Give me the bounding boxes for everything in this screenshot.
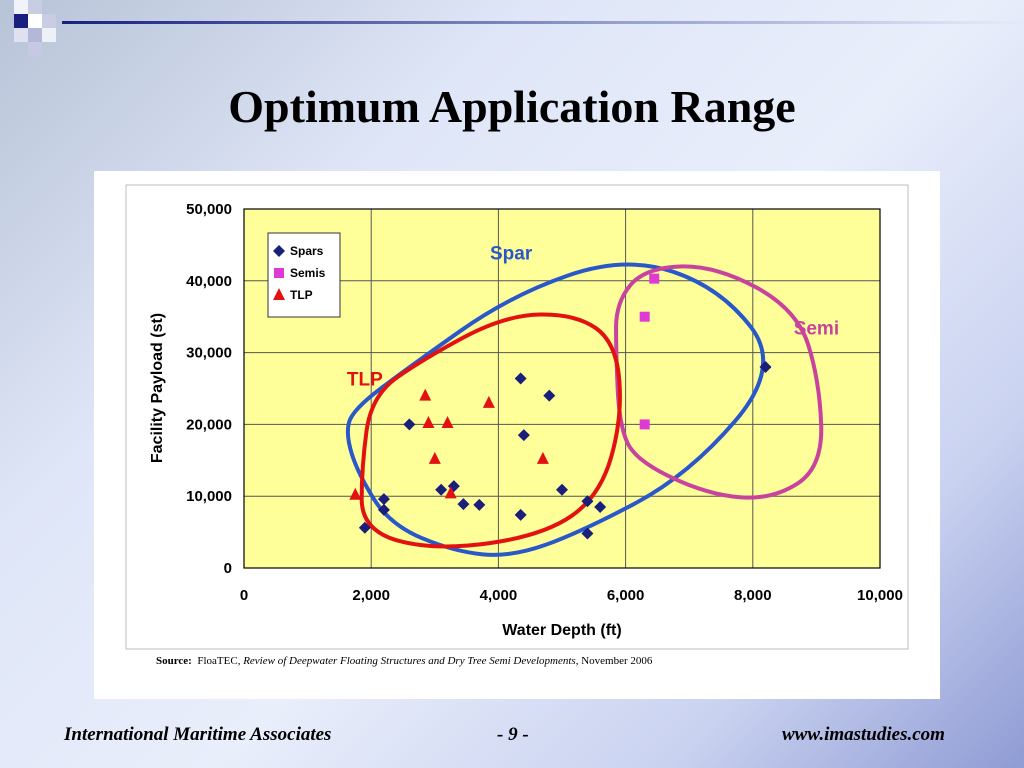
spars-point bbox=[594, 500, 607, 513]
y-tick-label: 30,000 bbox=[186, 345, 232, 362]
spars-point bbox=[514, 508, 527, 521]
decorative-squares bbox=[0, 0, 80, 70]
y-tick-labels: 0 10,000 20,000 30,000 40,000 50,000 bbox=[186, 201, 232, 577]
semis-point bbox=[649, 273, 660, 284]
legend-label: Spars bbox=[290, 244, 324, 258]
semis-point bbox=[639, 419, 650, 430]
spars-point bbox=[403, 418, 416, 431]
slide-title: Optimum Application Range bbox=[228, 81, 796, 132]
spars-point bbox=[581, 495, 594, 508]
header-rule bbox=[62, 21, 1024, 24]
x-tick-labels: 0 2,000 4,000 6,000 8,000 10,000 bbox=[240, 587, 903, 604]
spars-point bbox=[517, 429, 530, 442]
semis-point bbox=[639, 311, 650, 322]
region-label: TLP bbox=[347, 370, 383, 391]
source-label: Source: bbox=[156, 655, 192, 667]
y-tick-label: 0 bbox=[224, 560, 232, 577]
spars-point bbox=[473, 498, 486, 511]
region-outlines: Spar Semi TLP bbox=[345, 243, 839, 557]
tlp-point bbox=[422, 415, 435, 428]
y-tick-label: 40,000 bbox=[186, 273, 232, 290]
legend-marker-tlp bbox=[273, 288, 285, 300]
x-tick-label: 10,000 bbox=[857, 587, 903, 604]
y-axis-title: Facility Payload (st) bbox=[149, 313, 166, 463]
legend-marker-spars bbox=[273, 245, 285, 257]
data-points bbox=[349, 273, 772, 540]
spar-region-outline bbox=[345, 262, 766, 557]
x-axis-title: Water Depth (ft) bbox=[502, 622, 621, 639]
legend-label: TLP bbox=[290, 288, 313, 302]
footer-website: www.imastudies.com bbox=[782, 724, 945, 745]
spars-point bbox=[377, 503, 390, 516]
footer-page-number: - 9 - bbox=[497, 724, 529, 745]
tlp-point bbox=[482, 395, 495, 408]
y-tick-label: 50,000 bbox=[186, 201, 232, 218]
tlp-point bbox=[419, 388, 432, 401]
y-tick-label: 10,000 bbox=[186, 488, 232, 505]
tlp-point bbox=[444, 486, 457, 499]
spars-point bbox=[377, 493, 390, 506]
plot-area bbox=[244, 209, 880, 568]
source-publication: Review of Deepwater Floating Structures … bbox=[243, 655, 576, 667]
tlp-point bbox=[349, 487, 362, 500]
spars-point bbox=[358, 521, 371, 534]
footer-organization: International Maritime Associates bbox=[64, 724, 332, 745]
region-label: Spar bbox=[490, 243, 533, 264]
spars-point bbox=[581, 527, 594, 540]
source-note: Source: FloaTEC, Review of Deepwater Flo… bbox=[156, 655, 652, 667]
x-tick-label: 8,000 bbox=[734, 587, 772, 604]
tlp-point bbox=[441, 415, 454, 428]
tlp-region-outline bbox=[359, 312, 622, 549]
spars-point bbox=[435, 483, 448, 496]
spars-point bbox=[556, 483, 568, 496]
y-tick-label: 20,000 bbox=[186, 416, 232, 433]
source-org: FloaTEC, bbox=[197, 655, 241, 667]
x-tick-label: 6,000 bbox=[607, 587, 645, 604]
x-tick-label: 0 bbox=[240, 587, 248, 604]
source-date: , November 2006 bbox=[575, 655, 653, 667]
semi-region-outline bbox=[614, 264, 824, 500]
spars-point bbox=[457, 498, 470, 511]
x-tick-label: 2,000 bbox=[352, 587, 390, 604]
tlp-point bbox=[428, 451, 441, 464]
legend-marker-semis bbox=[274, 268, 284, 278]
spars-point bbox=[514, 372, 527, 385]
spars-point bbox=[759, 360, 772, 373]
spars-point bbox=[543, 389, 556, 402]
legend: Spars Semis TLP bbox=[267, 232, 341, 318]
tlp-point bbox=[536, 451, 549, 464]
x-tick-label: 4,000 bbox=[480, 587, 518, 604]
legend-label: Semis bbox=[290, 266, 326, 280]
chart-panel: Spar Semi TLP 0 2,000 4,000 6,000 8,000 10,000 … bbox=[94, 171, 940, 699]
region-label: Semi bbox=[794, 319, 839, 340]
